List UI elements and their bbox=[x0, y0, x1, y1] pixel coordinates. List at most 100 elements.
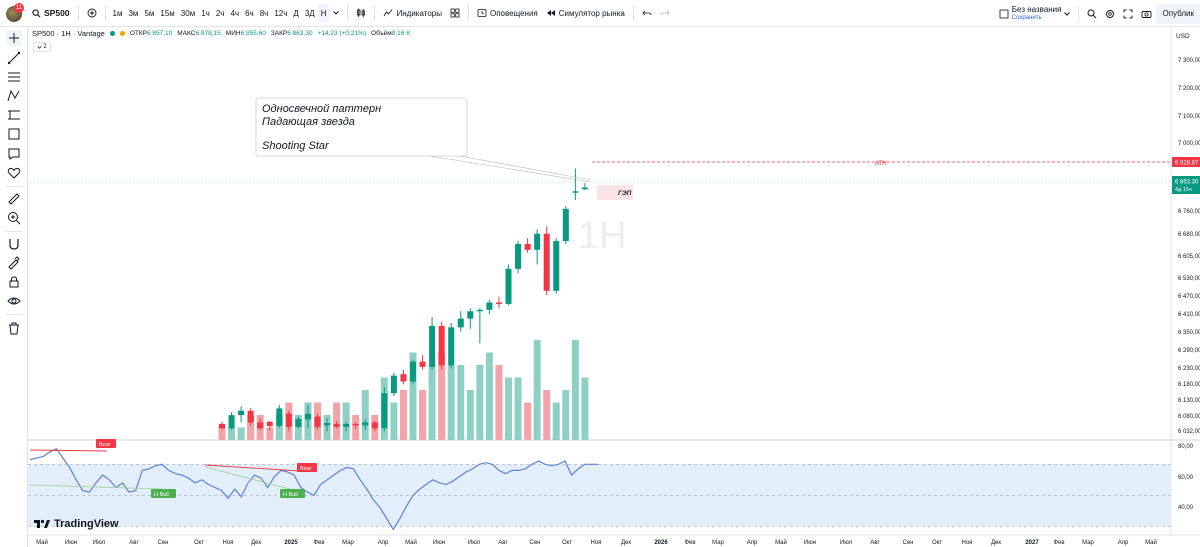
timeframe-button[interactable]: 3Д bbox=[304, 8, 315, 18]
timeframe-button[interactable]: 15м bbox=[160, 8, 175, 18]
time-tick: Июн bbox=[65, 540, 77, 546]
replay-button[interactable]: Симулятор рынка bbox=[542, 0, 629, 26]
shapes-icon[interactable] bbox=[6, 126, 22, 142]
fib-retracement-icon[interactable] bbox=[6, 69, 22, 85]
timeframe-button[interactable]: 1м bbox=[112, 8, 123, 18]
candle bbox=[257, 418, 264, 431]
lock-icon[interactable] bbox=[6, 274, 22, 290]
volume-bar bbox=[428, 365, 436, 440]
gap-box[interactable] bbox=[597, 185, 633, 200]
rsi-axis[interactable]: 80,00 60,00 40,00 bbox=[1178, 444, 1194, 511]
rsi-pane bbox=[28, 448, 1171, 531]
legend-collapse-button[interactable]: 2 bbox=[33, 42, 51, 52]
timeframe-button[interactable]: Н bbox=[317, 4, 330, 22]
hbull-badge-1[interactable] bbox=[151, 489, 176, 498]
candle bbox=[324, 418, 331, 432]
time-tick: Июл bbox=[840, 540, 853, 546]
undo-button[interactable] bbox=[638, 0, 656, 26]
volume-bar bbox=[237, 427, 245, 440]
crosshair-icon[interactable] bbox=[6, 30, 22, 46]
heart-icon[interactable] bbox=[6, 165, 22, 181]
time-tick: 2026 bbox=[654, 540, 668, 546]
candle bbox=[515, 241, 522, 274]
keep-drawing-icon[interactable] bbox=[6, 255, 22, 271]
text-note-icon[interactable] bbox=[6, 146, 22, 162]
candle bbox=[371, 420, 378, 432]
right-tools: Без названия Сохранить Опублик bbox=[995, 0, 1200, 27]
templates-button[interactable] bbox=[446, 0, 464, 26]
screenshot-button[interactable] bbox=[1137, 0, 1156, 27]
annotation-line-1: Односвечной паттерн bbox=[262, 103, 381, 115]
indicators-button[interactable]: Индикаторы bbox=[379, 0, 445, 26]
chart-legend[interactable]: SP500 · 1H · Vantage ОТКР6 857,10 МАКС6 … bbox=[32, 29, 411, 38]
timeframe-button[interactable]: 12ч bbox=[274, 8, 288, 18]
time-tick: Авг bbox=[498, 540, 508, 546]
hbull-badge-2[interactable] bbox=[280, 489, 305, 498]
legend-open-label: ОТКР bbox=[129, 30, 147, 37]
legend-title: SP500 · 1H · Vantage bbox=[32, 29, 105, 38]
timeframe-dropdown[interactable] bbox=[329, 0, 343, 26]
settings-button[interactable] bbox=[1101, 0, 1119, 27]
volume-bar bbox=[514, 377, 522, 440]
candle-body bbox=[285, 413, 292, 427]
time-axis[interactable]: Май Июн Июл Авг Сен Окт Ноя Дек 2025 Фев Мар Апр Май… bbox=[36, 539, 1157, 546]
timeframe-button[interactable]: 30м bbox=[180, 8, 196, 18]
quick-search-button[interactable] bbox=[1083, 0, 1101, 27]
timeframe-button[interactable]: 6ч bbox=[245, 8, 254, 18]
volume-bar bbox=[266, 427, 274, 440]
trend-line-icon[interactable] bbox=[6, 50, 22, 66]
compare-button[interactable] bbox=[83, 0, 101, 26]
alerts-button[interactable]: Оповещения bbox=[473, 0, 542, 26]
candle bbox=[448, 322, 455, 369]
layout-button[interactable]: Без названия Сохранить bbox=[995, 0, 1075, 27]
candle bbox=[419, 355, 426, 370]
timeframe-button[interactable]: Д bbox=[293, 8, 299, 18]
chart-type-button[interactable] bbox=[352, 0, 370, 26]
price-tick: 6 230,00 bbox=[1178, 366, 1200, 372]
price-tick: 6 032,00 bbox=[1178, 429, 1200, 435]
timeframe-watermark: 1H bbox=[578, 215, 627, 257]
tradingview-watermark[interactable]: TradingView bbox=[34, 518, 119, 530]
symbol-search[interactable]: SP500 bbox=[28, 0, 74, 26]
bear-badge-2[interactable] bbox=[297, 463, 317, 472]
rsi-line[interactable] bbox=[29, 448, 598, 531]
time-tick: Май bbox=[405, 539, 417, 546]
redo-button[interactable] bbox=[656, 0, 674, 26]
price-axis[interactable]: USD 7 300,00 7 200,00 7 100,00 7 000,00 6 760… bbox=[1172, 33, 1200, 435]
time-tick: Апр bbox=[1118, 540, 1129, 546]
legend-volume: 8,16 K bbox=[391, 30, 411, 37]
candle-body bbox=[314, 416, 321, 427]
pattern-icon[interactable] bbox=[6, 88, 22, 104]
annotation-box[interactable] bbox=[255, 97, 468, 157]
timeframe-button[interactable]: 3м bbox=[128, 8, 139, 18]
timeframe-button[interactable]: 4ч bbox=[230, 8, 240, 18]
trash-icon[interactable] bbox=[6, 320, 22, 336]
hbull-divergence-line-1 bbox=[29, 484, 164, 490]
timeframe-button[interactable]: 5м bbox=[144, 8, 155, 18]
timeframe-button[interactable]: 1ч bbox=[201, 8, 210, 18]
eye-icon[interactable] bbox=[6, 293, 22, 309]
gear-icon bbox=[1106, 9, 1115, 18]
timeframe-button[interactable]: 8ч bbox=[259, 8, 269, 18]
price-axis-bg bbox=[1171, 27, 1200, 535]
ruler-icon[interactable] bbox=[6, 191, 22, 207]
candle-body bbox=[419, 361, 426, 367]
magnet-icon[interactable] bbox=[6, 236, 22, 252]
timeframe-button[interactable]: 2ч bbox=[215, 8, 225, 18]
volume-bar bbox=[438, 352, 446, 440]
zoom-in-icon[interactable] bbox=[6, 210, 22, 226]
forecast-icon[interactable] bbox=[6, 107, 22, 123]
currency-label[interactable]: USD bbox=[1176, 33, 1190, 40]
time-tick: Фев bbox=[684, 540, 695, 546]
candle-body bbox=[534, 233, 541, 250]
publish-button[interactable]: Опублик bbox=[1156, 3, 1200, 24]
tradingview-logo-icon bbox=[34, 519, 50, 528]
price-tick: 6 470,00 bbox=[1178, 294, 1200, 300]
time-tick: Май bbox=[36, 539, 48, 546]
candle bbox=[457, 311, 464, 332]
bear-badge-1[interactable] bbox=[96, 439, 116, 448]
time-tick: Мар bbox=[1082, 540, 1094, 546]
drawing-toolbar bbox=[0, 27, 28, 547]
fullscreen-button[interactable] bbox=[1119, 0, 1137, 27]
